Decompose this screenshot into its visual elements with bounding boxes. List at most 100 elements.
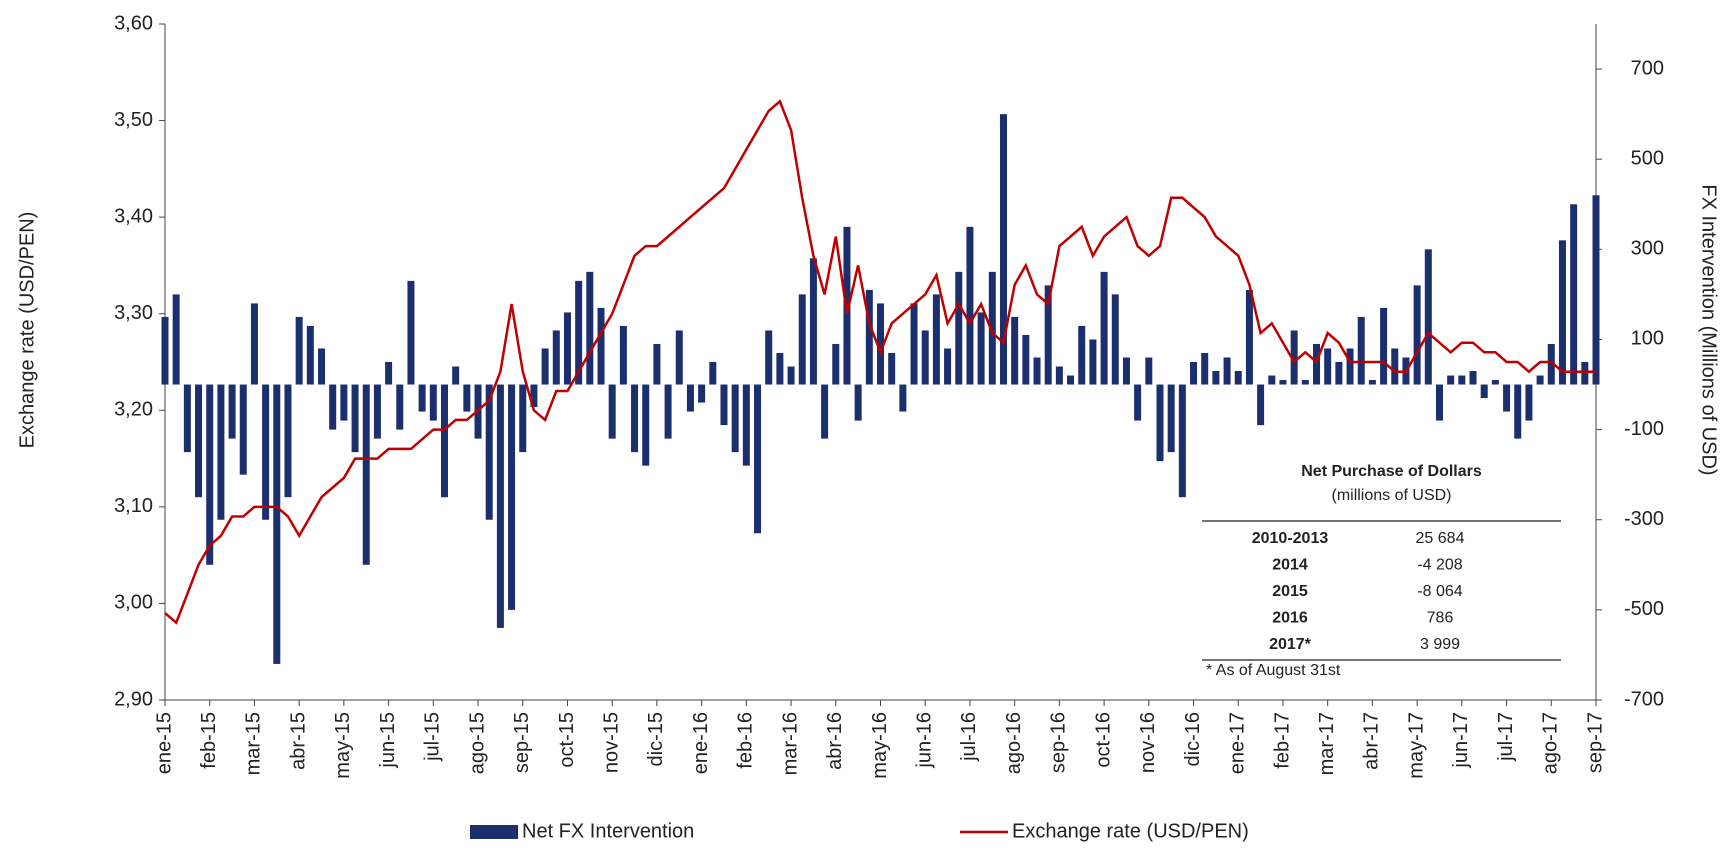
bar — [631, 384, 639, 453]
bar — [1380, 307, 1388, 385]
y-tick-label: 3,50 — [114, 109, 153, 131]
bar — [865, 289, 873, 385]
x-tick-label: mar-16 — [779, 712, 801, 775]
bar — [854, 384, 862, 421]
bar — [318, 348, 326, 385]
bar — [731, 384, 739, 453]
bar — [754, 384, 762, 534]
bar — [664, 384, 672, 439]
bar — [1581, 362, 1589, 385]
x-tick-label: dic-16 — [1182, 712, 1204, 766]
bar — [832, 343, 840, 385]
table-value: -8 064 — [1417, 583, 1462, 600]
bar — [1223, 357, 1231, 385]
bar — [1122, 357, 1130, 385]
bar — [228, 384, 236, 439]
bar — [206, 384, 214, 565]
bar — [407, 280, 415, 385]
bar — [899, 384, 907, 412]
bar — [1067, 375, 1075, 385]
bar — [1279, 380, 1287, 385]
line — [164, 99, 1596, 625]
y-tick-label: 3,30 — [114, 302, 153, 324]
bar — [1469, 371, 1477, 385]
bar — [765, 330, 773, 385]
bar — [306, 325, 314, 385]
bar — [1592, 195, 1600, 385]
bar — [709, 362, 717, 385]
x-tick-label: sep-17 — [1584, 712, 1606, 773]
y2-tick-label: 100 — [1631, 328, 1664, 350]
x-tick-label: feb-15 — [198, 712, 220, 769]
bar — [955, 271, 963, 385]
bar — [1570, 204, 1578, 385]
bar — [239, 384, 247, 475]
x-tick-label: jun-16 — [914, 712, 936, 769]
bar — [1346, 348, 1354, 385]
table-title: Net Purchase of Dollars — [1301, 463, 1482, 480]
bar — [1480, 384, 1488, 399]
bar — [910, 303, 918, 385]
bar — [1514, 384, 1522, 439]
bar — [1357, 316, 1365, 385]
bar — [217, 384, 225, 520]
bar — [999, 114, 1007, 385]
y-tick-label: 3,10 — [114, 495, 153, 517]
x-tick-label: abr-17 — [1361, 712, 1383, 770]
bar — [619, 325, 627, 385]
bar — [575, 280, 583, 385]
x-tick-label: ago-16 — [1003, 712, 1025, 774]
bar — [161, 316, 169, 385]
bar — [686, 384, 694, 412]
bar — [351, 384, 359, 453]
bar — [1167, 384, 1175, 453]
x-tick-label: jul-17 — [1495, 712, 1517, 762]
x-tick-label: jul-16 — [958, 712, 980, 762]
table-year: 2017* — [1269, 636, 1312, 653]
x-tick-label: abr-16 — [824, 712, 846, 770]
bar — [1100, 271, 1108, 385]
bar — [1078, 325, 1086, 385]
bar — [183, 384, 191, 453]
bar — [508, 384, 516, 610]
table-value: 25 684 — [1416, 530, 1465, 547]
x-tick-label: sep-15 — [511, 712, 533, 773]
table-value: -4 208 — [1417, 557, 1462, 574]
y2-tick-label: 300 — [1631, 238, 1664, 260]
x-tick-label: oct-16 — [1092, 712, 1114, 768]
bar — [944, 348, 952, 385]
bar — [1212, 371, 1220, 385]
bar — [485, 384, 493, 520]
bar — [653, 343, 661, 385]
bar — [1491, 380, 1499, 385]
bar — [1413, 285, 1421, 385]
bar — [385, 362, 393, 385]
bar — [720, 384, 728, 426]
x-tick-label: jul-15 — [422, 712, 444, 762]
bar — [172, 294, 180, 385]
table-note: * As of August 31st — [1206, 662, 1341, 679]
summary-table: Net Purchase of Dollars (millions of USD)… — [1202, 463, 1561, 679]
table-year: 2016 — [1272, 610, 1308, 627]
bar — [362, 384, 370, 565]
bar — [1458, 375, 1466, 385]
bar — [1503, 384, 1511, 412]
y2-tick-label: -300 — [1624, 508, 1664, 530]
bar — [977, 312, 985, 385]
bar — [1335, 362, 1343, 385]
bar — [1156, 384, 1164, 462]
bar — [675, 330, 683, 385]
bar — [1290, 330, 1298, 385]
x-tick-label: feb-17 — [1271, 712, 1293, 769]
bar — [698, 384, 706, 403]
bar — [1245, 289, 1253, 385]
bar — [396, 384, 404, 430]
table-value: 3 999 — [1420, 636, 1460, 653]
x-tick-label: may-16 — [869, 712, 891, 779]
x-tick-label: ene-15 — [153, 712, 175, 774]
bar — [1536, 375, 1544, 385]
x-tick-label: nov-15 — [600, 712, 622, 773]
bar — [966, 226, 974, 385]
y2-tick-label: -100 — [1624, 418, 1664, 440]
bar — [273, 384, 281, 664]
